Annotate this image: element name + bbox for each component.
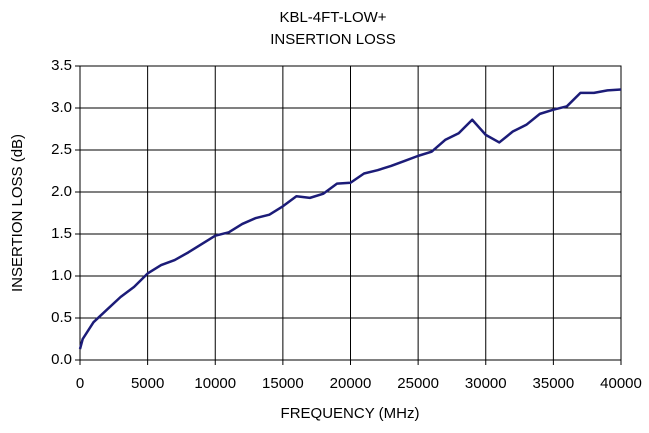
y-tick-label: 0.0 xyxy=(51,351,72,368)
y-tick-label: 2.5 xyxy=(51,141,72,158)
y-axis-label: INSERTION LOSS (dB) xyxy=(9,134,26,292)
x-tick-label: 40000 xyxy=(600,375,642,392)
x-axis-label: FREQUENCY (MHz) xyxy=(281,405,420,422)
chart-subtitle: INSERTION LOSS xyxy=(270,31,396,48)
x-tick-label: 20000 xyxy=(330,375,372,392)
x-tick-label: 25000 xyxy=(397,375,439,392)
y-tick-label: 1.5 xyxy=(51,225,72,242)
y-tick-label: 3.5 xyxy=(51,57,72,74)
y-tick-label: 2.0 xyxy=(51,183,72,200)
x-tick-label: 30000 xyxy=(465,375,507,392)
plot-frame xyxy=(79,65,622,361)
chart-title: KBL-4FT-LOW+ xyxy=(279,9,386,26)
x-tick-label: 35000 xyxy=(533,375,575,392)
x-tick-label: 0 xyxy=(76,375,84,392)
y-tick-label: 3.0 xyxy=(51,99,72,116)
x-tick-label: 10000 xyxy=(194,375,236,392)
data-line xyxy=(78,88,622,350)
x-tick-label: 5000 xyxy=(131,375,164,392)
y-tick-label: 0.5 xyxy=(51,309,72,326)
x-tick-label: 15000 xyxy=(262,375,304,392)
y-tick-label: 1.0 xyxy=(51,267,72,284)
